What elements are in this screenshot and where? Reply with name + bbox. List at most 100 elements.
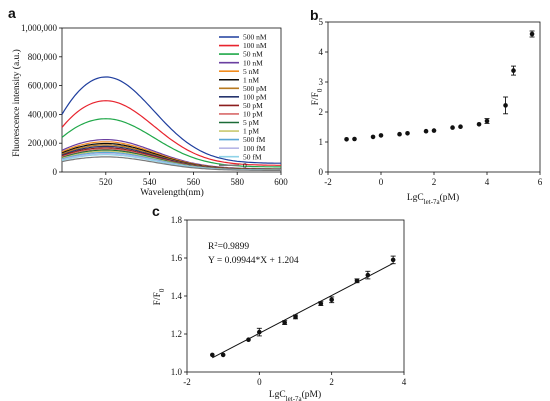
panel-a-legend-label: 5 pM — [243, 118, 259, 127]
panel-a-legend-label: 50 fM — [243, 152, 262, 161]
panel-a-xtick-label: 600 — [274, 177, 288, 187]
panel-b-ytick-label: 4 — [319, 47, 324, 57]
panel-b-xlabel-main: LgC — [407, 193, 424, 203]
panel-b-data-point — [370, 134, 376, 140]
panel-b-xlabel-sub: let-7a — [424, 198, 441, 206]
panel-a-legend-label: 10 pM — [243, 110, 263, 119]
panel-b-xtick-label: 2 — [432, 177, 437, 187]
panel-a-xtick-label: 540 — [143, 177, 157, 187]
panel-b-ylabel-sub: 0 — [316, 88, 324, 92]
panel-c-data-point — [246, 337, 251, 343]
panel-b-data-point — [405, 131, 410, 136]
panel-a-legend-label: 500 pM — [243, 84, 267, 93]
panel-a-ytick-label: 200,000 — [28, 138, 58, 148]
panel-c-ytick-label: 1.8 — [171, 215, 183, 225]
panel-a-series-line — [61, 76, 281, 164]
panel-b-data-point — [503, 103, 508, 108]
panel-c-data-point — [210, 352, 215, 358]
panel-a-xtick-label: 520 — [99, 177, 113, 187]
panel-b-xtick-label: -2 — [324, 177, 332, 187]
panel-c-ylabel: F/F0 — [153, 288, 166, 305]
panel-b-xtick-label: 0 — [379, 177, 384, 187]
panel-b-xtick-label: 4 — [485, 177, 490, 187]
panel-b-xlabel-unit: (pM) — [440, 192, 460, 203]
panel-b-data-point — [397, 131, 402, 137]
panel-a-legend-label: 0 — [243, 161, 247, 170]
panel-b-data-point — [458, 124, 463, 129]
panel-c-ytick-label: 1.6 — [171, 253, 183, 263]
panel-c-ytick-label: 1.2 — [171, 329, 182, 339]
panel-a-xlabel: Wavelength(nm) — [140, 187, 204, 198]
panel-a-xtick-label: 580 — [230, 177, 244, 187]
panel-b-data-point — [476, 122, 482, 127]
panel-c-xtick-label: 0 — [257, 377, 262, 387]
panel-c-data-point — [220, 352, 226, 358]
panel-c-xlabel-sub: let-7a — [286, 395, 303, 401]
panel-b-data-point — [511, 68, 516, 73]
panel-a-legend-label: 100 fM — [243, 144, 266, 153]
panel-a-xtick-label: 560 — [187, 177, 201, 187]
panel-a-legend-label: 50 nM — [243, 50, 263, 59]
panel-a-chart: Fluorescence intensity (a.u.) Wavelength… — [11, 23, 288, 198]
panel-b-ytick-label: 2 — [319, 107, 324, 117]
panel-a-legend-label: 5 nM — [243, 67, 259, 76]
panel-c-data-point — [282, 320, 287, 325]
panel-a-ytick-label: 600,000 — [28, 81, 58, 91]
panel-a-frame — [61, 27, 282, 173]
panel-b-data-point — [484, 118, 490, 124]
panel-c-data-point — [354, 278, 360, 284]
panel-b-ytick-label: 1 — [319, 137, 324, 147]
panel-a-legend-label: 500 fM — [243, 135, 266, 144]
panel-c-xtick-label: 2 — [329, 377, 334, 387]
panel-c-data-point — [257, 329, 262, 335]
panel-b-frame — [327, 21, 541, 173]
panel-a-letter: a — [8, 5, 16, 21]
panel-a-series-line — [61, 156, 281, 171]
panel-b-data-point — [344, 137, 349, 142]
panel-b-data-point — [378, 133, 384, 138]
panel-a-series-line — [61, 100, 281, 166]
panel-a-ytick-label: 800,000 — [28, 52, 58, 62]
panel-c-data-point — [390, 257, 396, 263]
panel-b-ytick-label: 0 — [319, 167, 324, 177]
panel-c-r2-value: =0.9899 — [218, 242, 250, 252]
panel-c-ytick-label: 1.4 — [171, 291, 183, 301]
panel-b-ytick-label: 5 — [319, 17, 324, 27]
panel-c-fit-line — [212, 262, 394, 359]
panel-b-ytick-label: 3 — [319, 77, 324, 87]
panel-b-data-point — [423, 128, 429, 134]
panel-b-data-point — [450, 125, 455, 130]
panel-c-xtick-label: -2 — [183, 377, 191, 387]
panel-a-ylabel: Fluorescence intensity (a.u.) — [11, 49, 22, 157]
panel-c-data-point — [329, 297, 334, 303]
panel-b-data-point — [431, 128, 437, 133]
panel-c-data-point — [318, 301, 324, 306]
panel-a-legend-label: 100 pM — [243, 92, 267, 101]
panel-a-ytick-label: 400,000 — [28, 109, 58, 119]
panel-c-xtick-label: 4 — [402, 377, 407, 387]
panel-c-xlabel: LgClet-7a(pM) — [269, 389, 321, 401]
panel-c-letter: c — [152, 203, 160, 219]
panel-b-xtick-label: 6 — [538, 177, 543, 187]
panel-a-ytick-label: 0 — [53, 167, 58, 177]
panel-a-legend-label: 500 nM — [243, 33, 267, 42]
panel-b-xlabel: LgClet-7a(pM) — [407, 192, 459, 206]
panel-c-r2-annotation: R2=0.9899 — [208, 241, 249, 253]
panel-c-r2-main: R — [208, 242, 215, 252]
panel-c-data-point — [293, 314, 298, 320]
panel-b-data-point — [352, 136, 357, 142]
panel-a-series-line — [61, 118, 281, 168]
panel-a-legend-label: 10 nM — [243, 58, 263, 67]
panel-c-xlabel-unit: (pM) — [302, 389, 322, 400]
panel-c-xlabel-main: LgC — [269, 390, 286, 400]
panel-a-ytick-label: 1,000,000 — [21, 23, 58, 33]
panel-c-data-point — [365, 272, 371, 278]
panel-c-equation: Y = 0.09944*X + 1.204 — [208, 256, 299, 266]
panel-b-letter: b — [310, 7, 319, 23]
panel-c-r2-sup: 2 — [214, 241, 217, 248]
panel-b-ylabel: F/F0 — [311, 88, 324, 105]
panel-c-ylabel-sub: 0 — [158, 288, 166, 292]
panel-b-ylabel-main: F/F — [311, 92, 321, 105]
